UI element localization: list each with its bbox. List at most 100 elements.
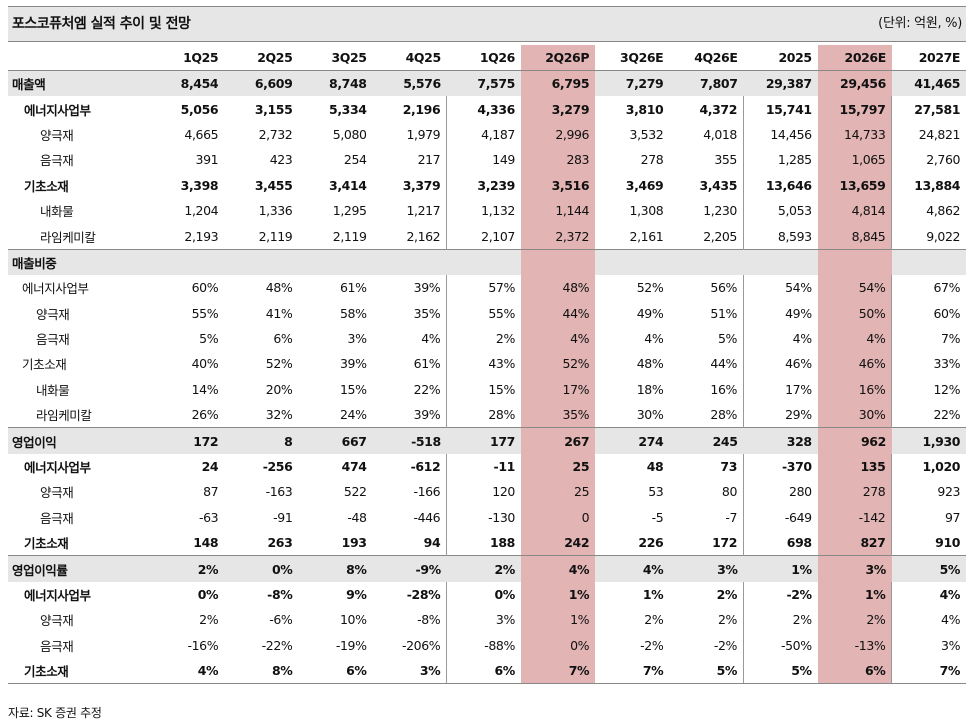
table-row: 에너지사업부 0% -8% 9% -28% 0% 1% 1% 2% -2% 1% 4%: [8, 581, 967, 608]
table-cell: 4%: [520, 325, 596, 352]
table-cell: 40%: [191, 356, 219, 372]
table-cell: 6%: [273, 331, 293, 347]
table-cell: 24%: [339, 407, 367, 423]
table-cell: 391: [195, 152, 219, 168]
table-cell: 7%: [891, 325, 967, 352]
row-label: 매출비중: [8, 248, 150, 276]
table-cell: 827: [817, 530, 892, 556]
table-row: 에너지사업부 5,056 3,155 5,334 2,196 4,336 3,279 3,81…: [8, 96, 967, 122]
table-cell: 3,239: [446, 172, 521, 198]
table-cell: 41,465: [891, 70, 967, 97]
table-cell: -518: [372, 427, 447, 454]
table-row: 라임케미칼 2,193 2,119 2,119 2,162 2,107 2,372 2,161…: [8, 223, 967, 250]
table-cell: 8%: [224, 657, 299, 685]
table-cell: 18%: [636, 381, 664, 397]
table-cell: 274: [595, 427, 670, 454]
table-cell: 226: [638, 535, 664, 551]
table-cell: -163: [265, 484, 293, 500]
table-cell: 5%: [199, 331, 219, 347]
table-cell: -166: [413, 484, 441, 500]
column-header: 4Q26E: [669, 45, 744, 71]
table-row: 음극재 5% 6% 3% 4% 2% 4% 4% 5% 4% 4% 7%: [8, 325, 967, 352]
table-cell: -256: [262, 459, 293, 475]
table-cell: [150, 248, 225, 276]
table-cell: -19%: [335, 637, 367, 653]
table-cell: 26%: [191, 407, 219, 423]
table-cell: 3%: [891, 632, 967, 658]
table-cell: 328: [743, 427, 818, 454]
table-cell: 94: [423, 535, 441, 551]
table-cell: 2,732: [258, 126, 293, 142]
table-cell: 2,119: [258, 228, 293, 244]
row-label: 기초소재: [8, 657, 150, 685]
row-label: 음극재: [40, 153, 74, 169]
table-cell: 51%: [710, 305, 737, 321]
row-label: 기초소재: [24, 536, 69, 552]
table-cell: 48%: [265, 280, 293, 296]
table-cell: 49%: [742, 300, 818, 326]
table-cell: 54%: [742, 275, 818, 301]
table-cell: 8,593: [742, 223, 818, 250]
table-cell: 2,372: [520, 223, 596, 250]
table-cell: 3,414: [329, 177, 367, 193]
financial-table: 1Q25 2Q25 3Q25 4Q25 1Q26 2Q26P 3Q26E 4Q26E 2025 2…: [8, 45, 967, 685]
table-row: 양극재 87 -163 522 -166 120 25 53 80 280 278 923: [8, 479, 967, 505]
table-cell: 6,795: [520, 70, 596, 97]
table-cell: -28%: [406, 587, 441, 602]
table-cell: 14,733: [817, 121, 892, 148]
column-header: 2Q25: [224, 45, 299, 71]
table-cell: -5: [651, 509, 664, 525]
table-cell: -9%: [372, 555, 447, 582]
table-cell: 15%: [339, 381, 367, 397]
table-cell: 60%: [191, 280, 219, 296]
table-cell: 28%: [446, 402, 521, 428]
table-cell: 2%: [150, 555, 225, 582]
table-cell: 2,996: [520, 121, 596, 148]
table-title: 포스코퓨처엠 실적 추이 및 전망: [12, 16, 191, 32]
table-cell: 6,609: [224, 70, 299, 97]
table-cell: [669, 248, 744, 276]
table-cell: 7,575: [446, 70, 521, 97]
table-cell: 49%: [636, 305, 664, 321]
table-cell: 5,056: [180, 101, 219, 117]
table-cell: -88%: [446, 632, 521, 658]
table-cell: -446: [413, 509, 441, 525]
table-row: 내화물 14% 20% 15% 22% 15% 17% 18% 16% 17% 16% 12%: [8, 376, 967, 403]
table-cell: 2,161: [629, 228, 664, 244]
table-cell: 3%: [817, 555, 892, 582]
table-cell: 2,107: [446, 223, 521, 250]
table-cell: 8,845: [817, 223, 892, 250]
table-cell: 667: [298, 427, 373, 454]
table-cell: 172: [150, 427, 225, 454]
table-cell: 4%: [891, 607, 967, 633]
row-label: 매출액: [8, 70, 150, 97]
table-cell: 43%: [446, 351, 521, 377]
table-cell: -206%: [402, 637, 441, 653]
table-cell: 278: [640, 152, 664, 168]
table-cell: 4%: [595, 555, 670, 582]
table-cell: 15%: [446, 376, 521, 403]
table-cell: 10%: [339, 612, 367, 628]
table-cell: 5%: [669, 657, 744, 685]
table-cell: 3,455: [254, 177, 293, 193]
table-cell: 1%: [817, 581, 892, 608]
table-cell: 135: [817, 453, 892, 480]
table-cell: 44%: [520, 300, 596, 326]
table-cell: 32%: [265, 407, 293, 423]
table-cell: 2,193: [184, 228, 219, 244]
table-cell: 35%: [413, 305, 441, 321]
table-cell: 1,020: [891, 453, 967, 480]
table-cell: 522: [343, 484, 367, 500]
table-cell: 55%: [191, 305, 219, 321]
table-cell: 97: [891, 504, 967, 531]
table-cell: 3,279: [520, 96, 596, 122]
table-cell: [817, 248, 892, 276]
table-cell: 3,516: [520, 172, 596, 198]
table-cell: [891, 248, 967, 276]
table-cell: -16%: [187, 637, 219, 653]
table-cell: 217: [417, 152, 441, 168]
table-cell: 87: [203, 484, 219, 500]
table-cell: 4,814: [817, 197, 892, 224]
table-cell: -370: [742, 453, 818, 480]
